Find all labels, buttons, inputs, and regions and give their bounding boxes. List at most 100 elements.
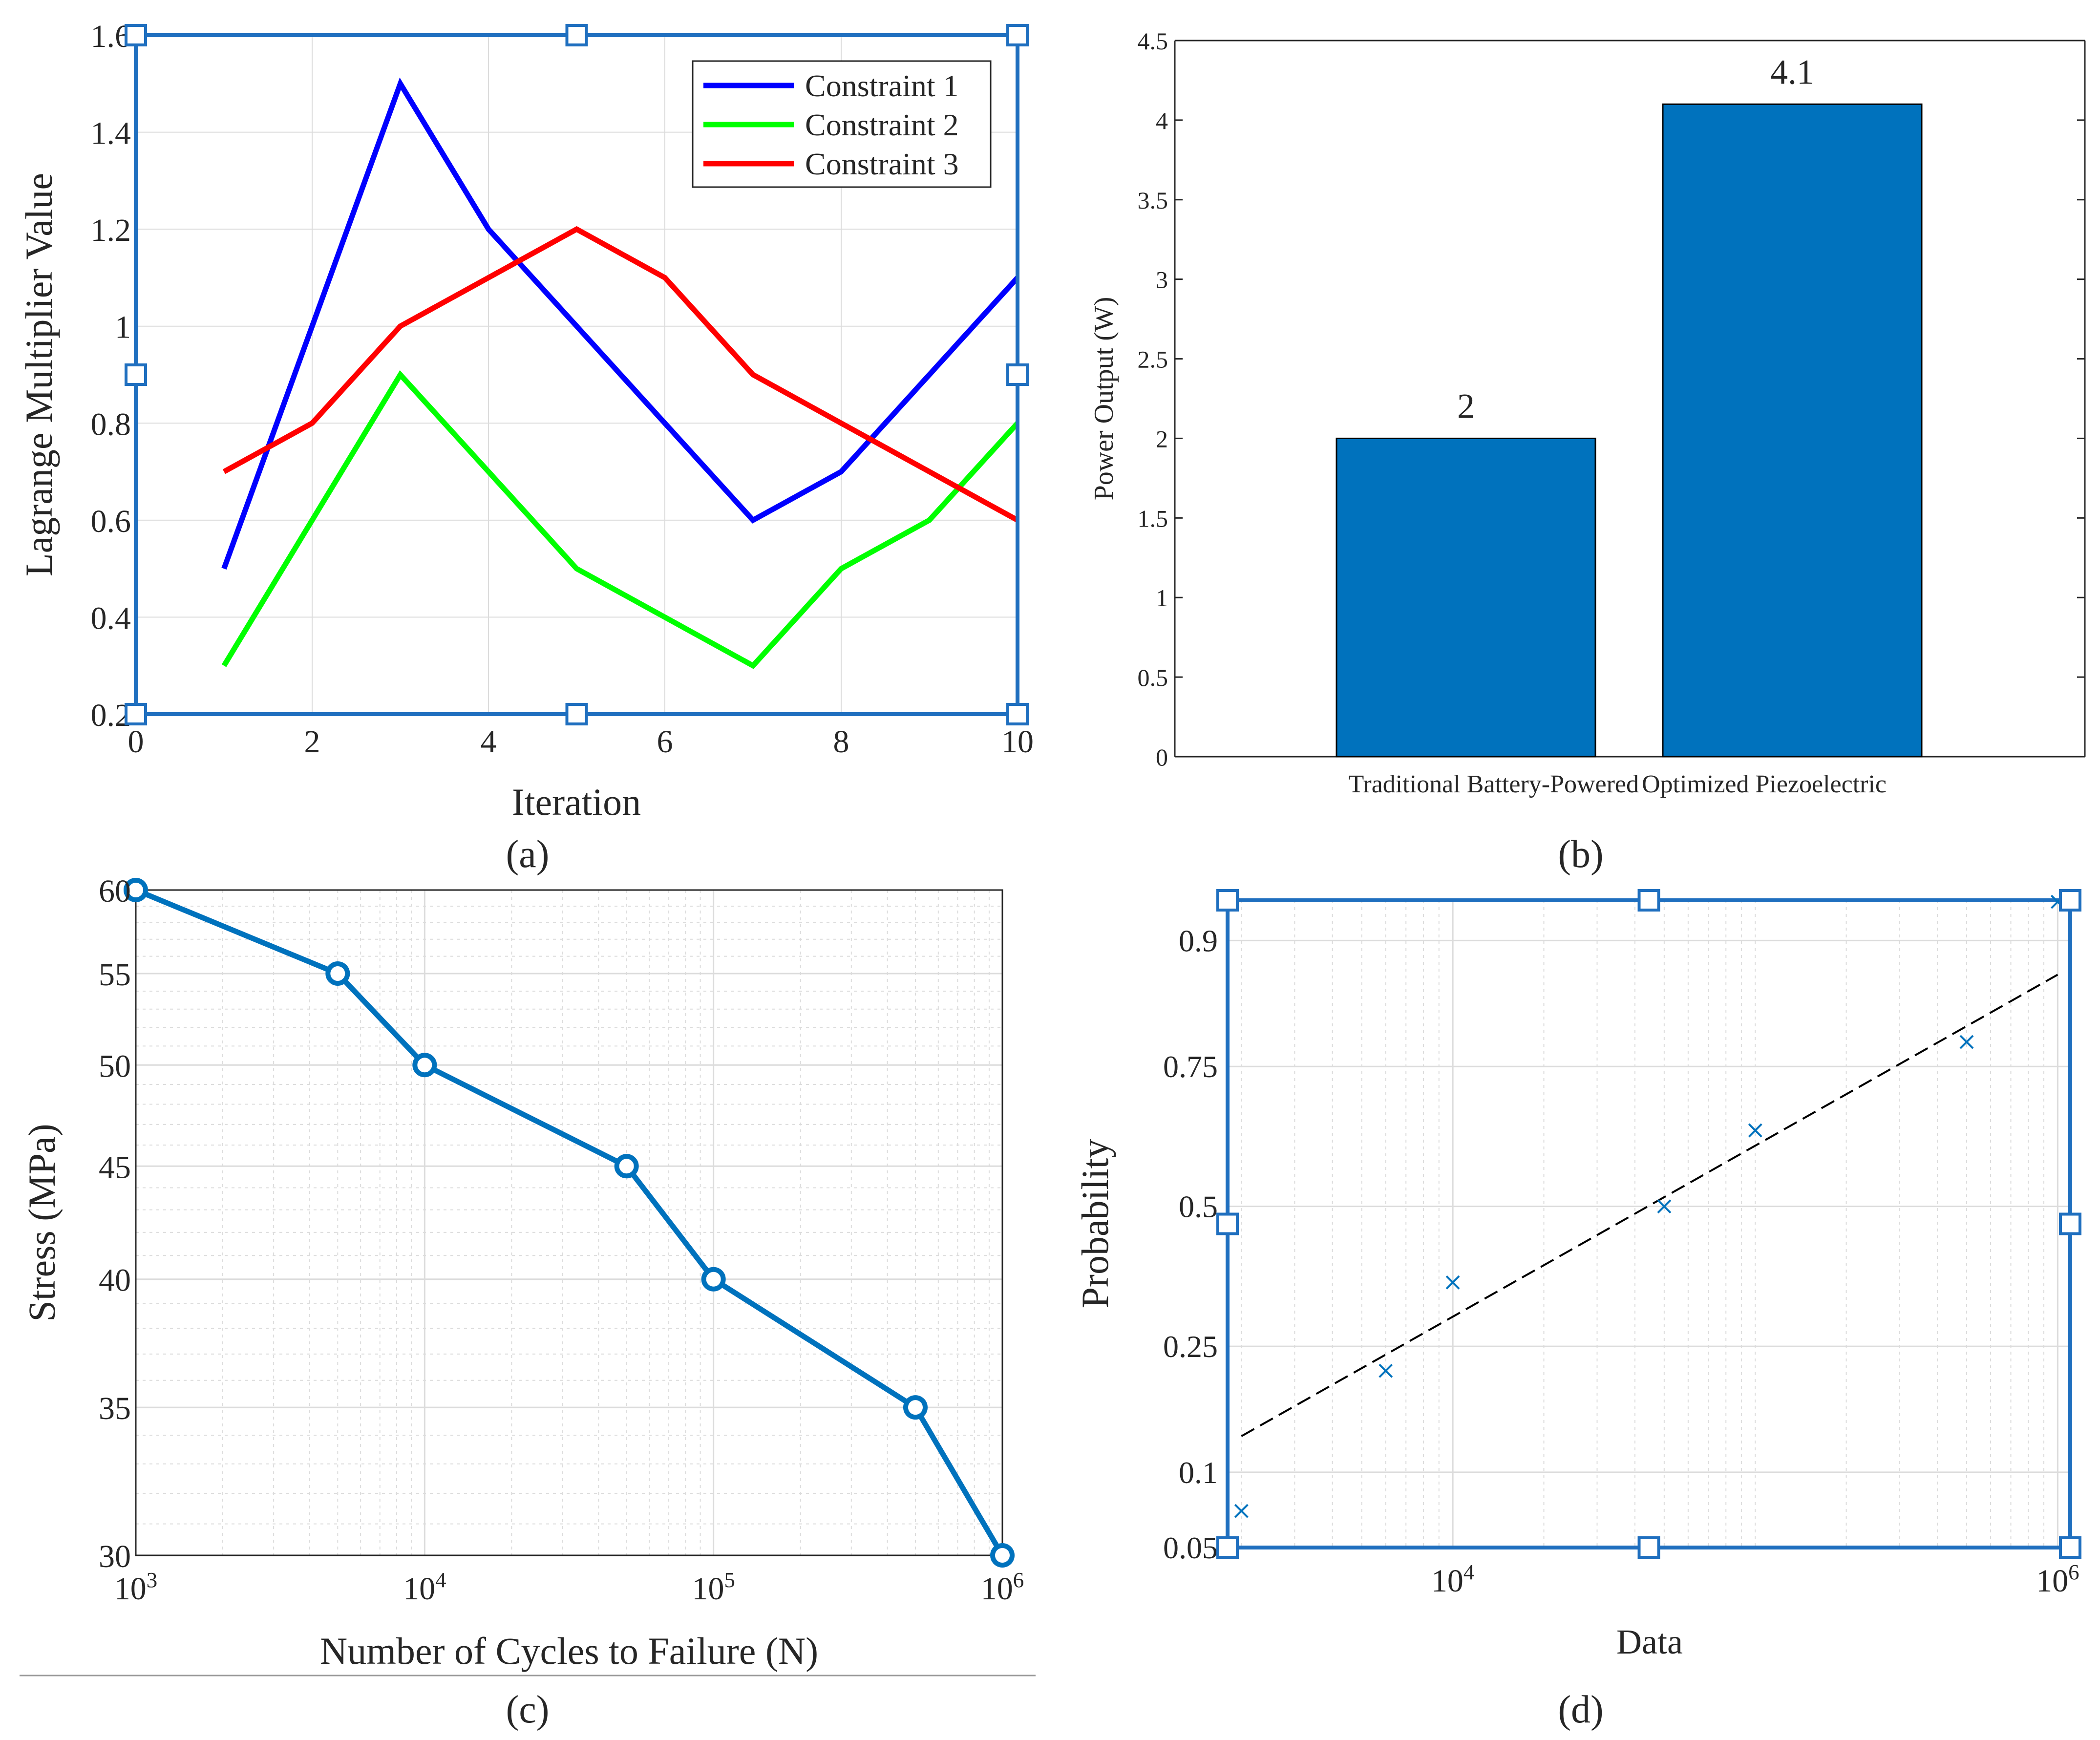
c-y-tick-label: 50 xyxy=(99,1048,131,1084)
b-bar-1 xyxy=(1336,437,1596,758)
d-handle-1[interactable] xyxy=(1637,889,1660,912)
a-selection-handles[interactable] xyxy=(125,24,1029,725)
c-y-axis-label: Stress (MPa) xyxy=(21,1124,63,1321)
c-x-tick-label-base: 10 xyxy=(403,1571,435,1607)
a-x-tick-label: 6 xyxy=(657,724,673,760)
a-legend-label-2: Constraint 2 xyxy=(805,107,959,142)
c-x-tick-label: 103 xyxy=(114,1568,157,1607)
d-handle-2[interactable] xyxy=(2059,889,2081,912)
a-handle-3[interactable] xyxy=(125,363,147,386)
a-x-tick-label: 4 xyxy=(481,724,497,760)
a-handle-6[interactable] xyxy=(565,703,588,725)
d-data-point-4 xyxy=(1657,1199,1672,1214)
d-data-point-6 xyxy=(1959,1035,1974,1049)
a-y-tick-label: 0.8 xyxy=(91,406,131,442)
c-x-tick-label-base: 10 xyxy=(114,1571,147,1607)
d-data-point-3 xyxy=(1445,1275,1460,1290)
c-data-point-2 xyxy=(325,961,350,986)
c-data-point-4 xyxy=(614,1154,639,1179)
c-x-tick-label: 105 xyxy=(692,1568,735,1607)
a-y-tick-label: 0.2 xyxy=(91,698,131,733)
d-data-point-5 xyxy=(1748,1123,1762,1138)
d-x-tick-label-base: 10 xyxy=(2036,1563,2068,1599)
a-x-tick-label: 2 xyxy=(304,724,320,760)
b-y-axis-label: Power Output (W) xyxy=(1089,297,1119,501)
c-x-axis-label: Number of Cycles to Failure (N) xyxy=(320,1630,818,1672)
d-y-tick-label: 0.1 xyxy=(1179,1455,1218,1490)
c-x-tick-label-exponent: 5 xyxy=(724,1568,735,1592)
d-handle-4[interactable] xyxy=(2059,1212,2081,1235)
c-data-point-1 xyxy=(124,878,148,902)
c-y-tick-label: 35 xyxy=(99,1391,131,1426)
b-y-tick-label: 3 xyxy=(1156,266,1168,294)
panel-b-bar-chart: 0 0.5 1 1.5 2 2.5 3 3.5 4 4.5 Traditional Battery-… xyxy=(1089,27,2086,876)
a-x-tick-label: 0 xyxy=(128,724,144,760)
d-handle-6[interactable] xyxy=(1637,1536,1660,1559)
b-y-tick-label: 2.5 xyxy=(1138,346,1168,373)
d-x-axis-label: Data xyxy=(1616,1622,1683,1661)
d-y-tick-label: 0.9 xyxy=(1179,923,1218,958)
c-series xyxy=(124,878,1015,1568)
a-handle-7[interactable] xyxy=(1006,703,1029,725)
b-y-tick-label: 2 xyxy=(1156,425,1168,452)
b-y-tick-label: 4.5 xyxy=(1138,27,1168,55)
a-x-tick-label: 8 xyxy=(833,724,849,760)
b-y-tick-label: 0.5 xyxy=(1138,664,1168,691)
d-x-tick-label: 106 xyxy=(2036,1560,2079,1599)
d-fit-line xyxy=(1241,974,2058,1437)
d-handle-0[interactable] xyxy=(1216,889,1239,912)
c-x-tick-label-base: 10 xyxy=(981,1571,1013,1607)
a-handle-2[interactable] xyxy=(1006,24,1029,46)
a-handle-0[interactable] xyxy=(125,24,147,46)
b-y-tick-label: 3.5 xyxy=(1138,187,1168,214)
a-y-tick-label: 1.4 xyxy=(91,116,131,151)
a-y-tick-label: 1.2 xyxy=(91,212,131,248)
d-handle-7[interactable] xyxy=(2059,1536,2081,1559)
c-plot-frame xyxy=(135,889,1003,1556)
a-tick-labels: 0 2 4 6 8 10 0.2 0.4 0.6 0.8 1 1.2 1.4 1.6 xyxy=(91,19,1034,760)
d-y-tick-label: 0.75 xyxy=(1163,1049,1218,1084)
d-x-tick-label-exponent: 4 xyxy=(1464,1560,1474,1584)
c-y-tick-label: 60 xyxy=(99,873,131,909)
d-handle-5[interactable] xyxy=(1216,1536,1239,1559)
panel-a-line-chart: 0 2 4 6 8 10 0.2 0.4 0.6 0.8 1 1.2 1.4 1.6 Constraint… xyxy=(18,19,1034,876)
b-x-tick-label-2: Optimized Piezoelectric xyxy=(1642,770,1887,798)
a-legend-label-3: Constraint 3 xyxy=(805,147,959,181)
c-data-point-5 xyxy=(701,1267,726,1292)
a-y-tick-label: 1.6 xyxy=(91,19,131,54)
b-bar-data-label-2: 4.1 xyxy=(1770,52,1814,91)
a-handle-1[interactable] xyxy=(565,24,588,46)
a-legend-label-1: Constraint 1 xyxy=(805,68,959,103)
d-data-point-1 xyxy=(1234,1504,1249,1518)
d-handle-3[interactable] xyxy=(1216,1212,1239,1235)
b-bar-2 xyxy=(1662,103,1923,758)
c-x-tick-label: 106 xyxy=(981,1568,1024,1607)
c-y-tick-label: 55 xyxy=(99,957,131,993)
c-data-point-6 xyxy=(903,1395,928,1420)
a-handle-4[interactable] xyxy=(1006,363,1029,386)
c-x-tick-label: 104 xyxy=(403,1568,446,1607)
b-axes xyxy=(1174,40,2086,758)
d-y-tick-label: 0.5 xyxy=(1179,1189,1218,1224)
a-y-tick-label: 0.4 xyxy=(91,600,131,636)
b-y-tick-label: 1.5 xyxy=(1138,505,1168,532)
d-x-tick-label-exponent: 6 xyxy=(2068,1560,2079,1584)
panel-b-caption: (b) xyxy=(1558,833,1603,876)
d-selection-handles[interactable] xyxy=(1216,889,2081,1559)
b-bars: 24.1 xyxy=(1336,52,1923,758)
d-grid xyxy=(1228,900,2070,1549)
panel-a-caption: (a) xyxy=(506,833,550,876)
b-bar-data-label-1: 2 xyxy=(1457,386,1475,425)
b-y-tick-label: 1 xyxy=(1156,584,1168,612)
b-x-tick-label-1: Traditional Battery-Powered xyxy=(1348,770,1639,798)
d-x-tick-label-base: 10 xyxy=(1431,1563,1464,1599)
d-fit-line-path xyxy=(1241,974,2058,1437)
a-y-tick-label: 1 xyxy=(115,310,131,345)
d-y-tick-label: 0.05 xyxy=(1163,1530,1218,1565)
a-handle-5[interactable] xyxy=(125,703,147,725)
panel-c-caption: (c) xyxy=(506,1688,550,1731)
